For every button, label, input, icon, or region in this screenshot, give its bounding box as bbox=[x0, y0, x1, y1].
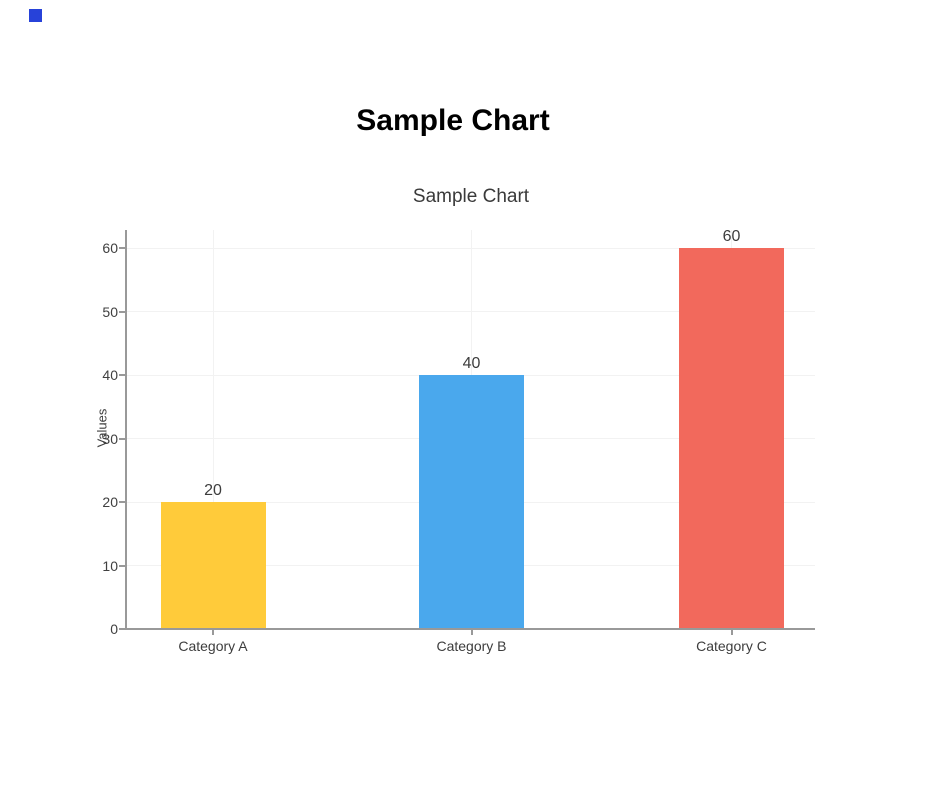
x-tick-mark bbox=[212, 630, 214, 635]
y-tick-mark bbox=[119, 628, 125, 630]
x-tick-mark bbox=[730, 630, 733, 635]
y-axis-line bbox=[125, 230, 127, 630]
y-tick-mark bbox=[119, 437, 125, 440]
bar-value-label: 20 bbox=[204, 482, 222, 499]
y-tick-label: 20 bbox=[102, 494, 118, 510]
y-tick-mark bbox=[119, 501, 125, 503]
y-tick-label: 30 bbox=[102, 430, 118, 447]
x-category-label: Category C bbox=[696, 638, 767, 654]
y-tick-label: 10 bbox=[102, 557, 118, 574]
y-tick-label: 60 bbox=[102, 240, 118, 256]
y-tick-mark bbox=[119, 374, 125, 376]
y-tick-label: 40 bbox=[102, 367, 118, 383]
y-tick-mark bbox=[119, 564, 125, 567]
x-axis-line bbox=[125, 628, 815, 630]
x-category-label: Category B bbox=[436, 638, 507, 654]
bar-category-b bbox=[419, 375, 524, 629]
y-tick-mark bbox=[119, 247, 125, 249]
v-gridline bbox=[212, 230, 214, 629]
chart-title: Sample Chart bbox=[412, 186, 530, 207]
x-category-label: Category A bbox=[178, 638, 248, 654]
x-tick-mark bbox=[470, 630, 473, 635]
bar-category-a bbox=[160, 502, 266, 629]
y-tick-mark bbox=[119, 310, 125, 313]
bar-value-label: 60 bbox=[722, 228, 741, 245]
corner-square-decoration bbox=[29, 9, 42, 22]
y-tick-label: 0 bbox=[110, 621, 118, 637]
bar-value-label: 40 bbox=[462, 355, 481, 372]
bar-category-c bbox=[679, 248, 784, 629]
page-title: Sample Chart bbox=[356, 104, 550, 137]
y-tick-label: 50 bbox=[102, 303, 118, 320]
